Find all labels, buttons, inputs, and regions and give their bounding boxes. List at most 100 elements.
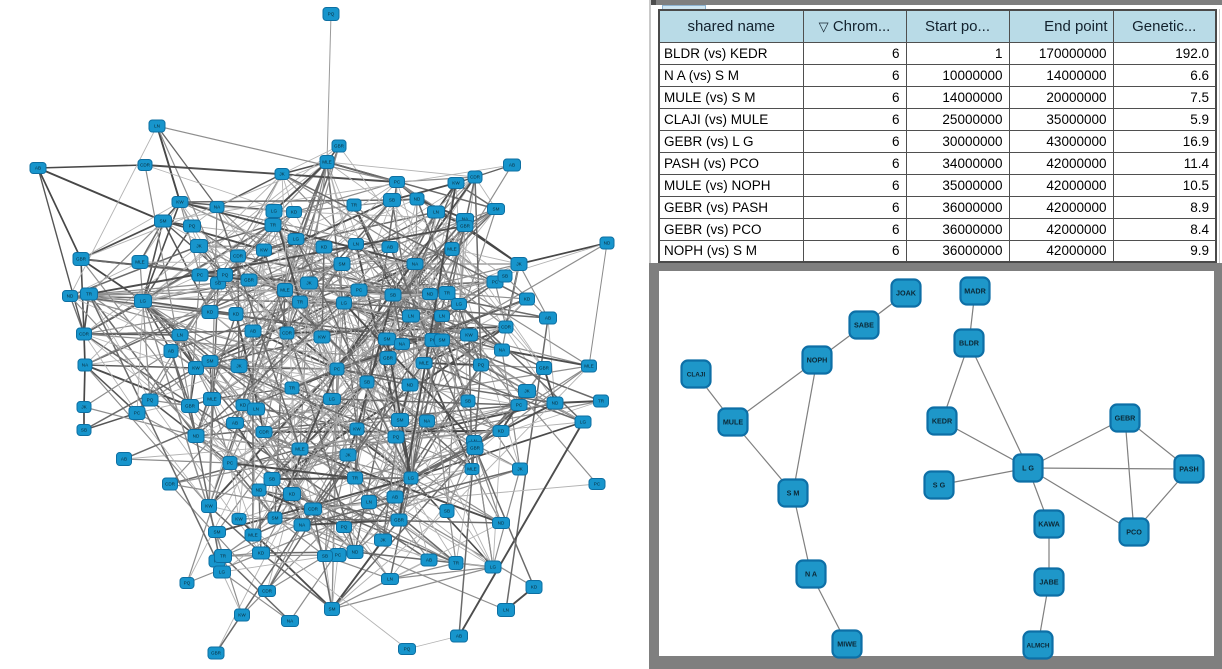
svg-text:NA: NA	[424, 419, 431, 424]
svg-text:PC: PC	[134, 411, 141, 416]
svg-text:S G: S G	[933, 480, 946, 489]
svg-text:SB: SB	[390, 293, 396, 298]
svg-text:PCO: PCO	[1126, 527, 1142, 536]
svg-text:LG: LG	[329, 397, 336, 402]
svg-text:KD: KD	[289, 492, 296, 497]
svg-text:MLE: MLE	[467, 467, 476, 472]
svg-text:LG: LG	[219, 570, 226, 575]
svg-text:PC: PC	[197, 273, 204, 278]
svg-text:KD: KD	[321, 245, 328, 250]
svg-text:JK: JK	[524, 389, 530, 394]
svg-text:LN: LN	[253, 407, 259, 412]
svg-text:LG: LG	[580, 420, 587, 425]
svg-text:TR: TR	[453, 561, 460, 566]
svg-text:PC: PC	[394, 180, 401, 185]
svg-text:TR: TR	[598, 399, 605, 404]
svg-text:TR: TR	[352, 476, 359, 481]
svg-text:TR: TR	[86, 292, 93, 297]
svg-text:MLE: MLE	[248, 533, 257, 538]
svg-text:MIWE: MIWE	[837, 639, 857, 648]
svg-text:AB: AB	[168, 349, 174, 354]
svg-text:CDR: CDR	[79, 332, 90, 337]
svg-text:GBR: GBR	[394, 518, 405, 523]
svg-text:KW: KW	[260, 248, 268, 253]
svg-text:NA: NA	[399, 342, 406, 347]
svg-text:KW: KW	[353, 427, 361, 432]
svg-text:KAWA: KAWA	[1038, 519, 1060, 528]
svg-text:CLAJI: CLAJI	[687, 371, 706, 378]
svg-text:LN: LN	[439, 314, 445, 319]
svg-text:LN: LN	[154, 124, 160, 129]
svg-text:LN: LN	[433, 210, 439, 215]
svg-text:MLE: MLE	[322, 160, 331, 165]
svg-text:PQ: PQ	[430, 338, 437, 343]
svg-text:SM: SM	[384, 337, 391, 342]
svg-text:PQ: PQ	[393, 435, 400, 440]
svg-text:NA: NA	[499, 348, 506, 353]
svg-text:PQ: PQ	[189, 224, 196, 229]
svg-text:PQ: PQ	[184, 581, 191, 586]
svg-text:SB: SB	[215, 281, 221, 286]
svg-text:KEDR: KEDR	[932, 416, 953, 425]
svg-text:ND: ND	[256, 488, 263, 493]
svg-text:S M: S M	[787, 488, 800, 497]
svg-text:MADR: MADR	[964, 286, 986, 295]
svg-text:ALMCH: ALMCH	[1026, 642, 1049, 649]
svg-text:PQ: PQ	[328, 12, 335, 17]
svg-text:GEBR: GEBR	[1115, 413, 1137, 422]
svg-text:JK: JK	[236, 364, 242, 369]
svg-text:JK: JK	[517, 467, 523, 472]
svg-text:CDR: CDR	[140, 163, 151, 168]
svg-text:GBR: GBR	[383, 356, 394, 361]
svg-text:MULE: MULE	[723, 417, 744, 426]
svg-text:GBR: GBR	[539, 366, 550, 371]
svg-text:AB: AB	[250, 329, 256, 334]
svg-text:JK: JK	[345, 453, 351, 458]
svg-text:SB: SB	[389, 198, 395, 203]
svg-text:LG: LG	[293, 237, 300, 242]
svg-text:JK: JK	[380, 538, 386, 543]
svg-text:GBR: GBR	[76, 257, 87, 262]
svg-text:SM: SM	[329, 607, 336, 612]
svg-text:LG: LG	[140, 299, 147, 304]
svg-text:SABE: SABE	[854, 320, 874, 329]
svg-text:NA: NA	[287, 619, 294, 624]
svg-text:AB: AB	[456, 634, 462, 639]
svg-text:PC: PC	[227, 461, 234, 466]
svg-text:AB: AB	[392, 495, 398, 500]
svg-text:NA: NA	[412, 262, 419, 267]
svg-text:KD: KD	[531, 585, 538, 590]
svg-text:MLE: MLE	[280, 288, 289, 293]
svg-text:MLE: MLE	[584, 364, 593, 369]
svg-text:SB: SB	[269, 477, 275, 482]
svg-text:KD: KD	[498, 429, 505, 434]
svg-text:NA: NA	[214, 205, 221, 210]
svg-text:PQ: PQ	[341, 525, 348, 530]
svg-text:SM: SM	[272, 516, 279, 521]
svg-text:PC: PC	[334, 367, 341, 372]
svg-text:KD: KD	[258, 551, 265, 556]
svg-text:MLE: MLE	[447, 247, 456, 252]
svg-text:LN: LN	[408, 314, 414, 319]
svg-text:SM: SM	[493, 207, 500, 212]
svg-text:SB: SB	[322, 554, 328, 559]
svg-text:BLDR: BLDR	[959, 338, 980, 347]
svg-text:JOAK: JOAK	[896, 288, 917, 297]
svg-text:KD: KD	[207, 310, 214, 315]
svg-text:CDR: CDR	[308, 507, 319, 512]
svg-text:GBR: GBR	[211, 651, 222, 656]
svg-text:LG: LG	[490, 565, 497, 570]
svg-text:JK: JK	[516, 262, 522, 267]
svg-text:KW: KW	[452, 181, 460, 186]
svg-text:TR: TR	[289, 386, 296, 391]
svg-text:SM: SM	[207, 359, 214, 364]
svg-text:NA: NA	[299, 523, 306, 528]
svg-text:NOPH: NOPH	[807, 355, 828, 364]
svg-text:KD: KD	[233, 312, 240, 317]
svg-text:ND: ND	[193, 434, 200, 439]
svg-text:MLE: MLE	[135, 260, 144, 265]
svg-text:LG: LG	[271, 209, 278, 214]
svg-text:AB: AB	[426, 558, 432, 563]
svg-text:TR: TR	[270, 223, 277, 228]
svg-text:LN: LN	[353, 242, 359, 247]
